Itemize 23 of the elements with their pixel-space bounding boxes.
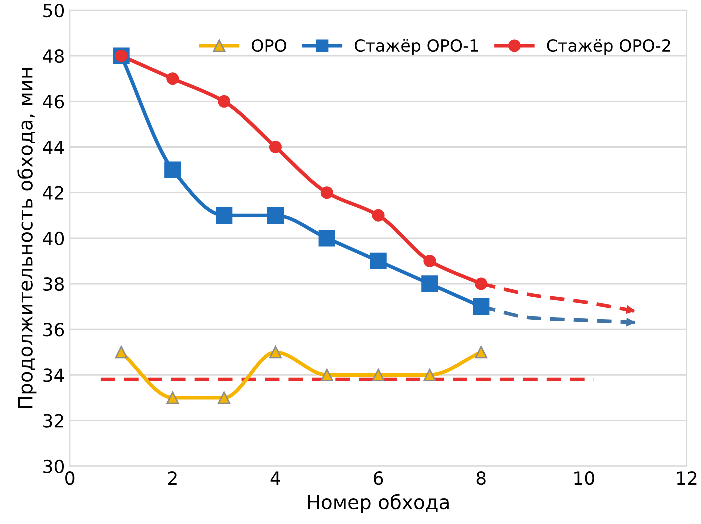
y-tick-label: 50 [44, 4, 64, 18]
x-tick-label: 10 [574, 472, 594, 486]
legend-label: ОРО [252, 39, 286, 52]
x-tick-label: 6 [374, 472, 384, 486]
x-tick-label: 12 [677, 472, 697, 485]
y-axis-title: Продолжительность обхода, мин [18, 68, 37, 408]
x-tick-label: 8 [476, 472, 486, 486]
y-tick-label: 38 [44, 277, 64, 292]
x-tick-label: 4 [270, 472, 280, 485]
x-tick-label: 0 [66, 472, 75, 486]
y-tick-label: 44 [43, 140, 64, 154]
y-tick-label: 48 [43, 50, 64, 64]
y-tick-label: 30 [44, 460, 64, 474]
y-tick-label: 36 [44, 323, 64, 337]
y-tick-label: 42 [43, 186, 64, 200]
y-tick-label: 46 [43, 95, 64, 109]
x-tick-label: 2 [168, 472, 177, 485]
legend-label: Стажёр ОРО-2 [547, 39, 670, 56]
y-tick-label: 34 [44, 368, 64, 382]
y-tick-label: 32 [44, 414, 64, 428]
y-tick-label: 40 [43, 232, 64, 246]
legend-label: Стажёр ОРО-1 [355, 39, 478, 56]
x-axis-title: Номер обхода [308, 494, 449, 514]
